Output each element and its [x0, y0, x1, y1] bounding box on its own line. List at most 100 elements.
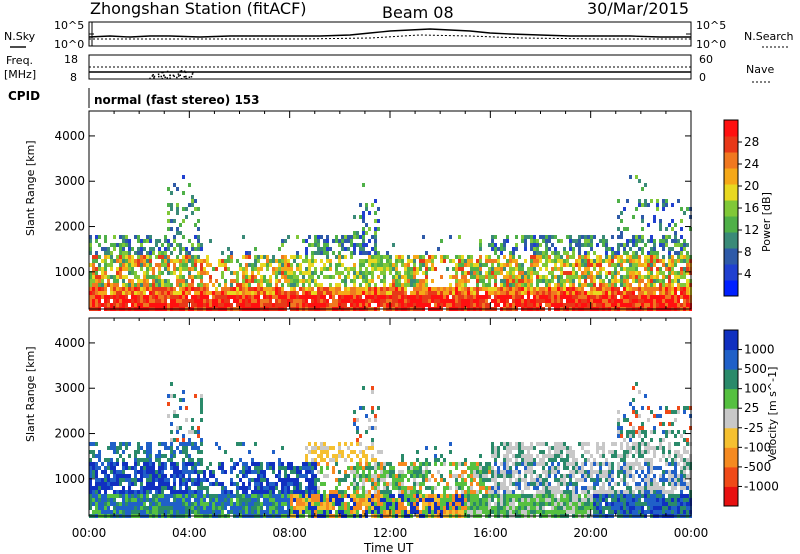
velocity-cell	[479, 502, 482, 506]
velocity-cell	[380, 502, 383, 506]
velocity-cell	[197, 434, 200, 438]
power-cell	[143, 283, 146, 287]
velocity-cell	[509, 458, 512, 462]
power-cell	[242, 291, 245, 295]
velocity-cell	[461, 490, 464, 494]
power-cell	[626, 271, 629, 275]
power-cell	[182, 267, 185, 271]
power-cell	[455, 299, 458, 303]
velocity-cell	[434, 498, 437, 502]
power-cell	[185, 215, 188, 219]
velocity-cell	[221, 482, 224, 486]
power-cell	[521, 299, 524, 303]
power-cell	[344, 287, 347, 291]
power-cell	[326, 247, 329, 251]
velocity-cell	[305, 446, 308, 450]
velocity-cell	[290, 482, 293, 486]
velocity-cell	[317, 502, 320, 506]
velocity-cell	[185, 502, 188, 506]
velocity-cell	[545, 454, 548, 458]
velocity-cell	[119, 474, 122, 478]
velocity-cell	[176, 494, 179, 498]
velocity-cell	[272, 506, 275, 510]
velocity-cell	[149, 458, 152, 462]
velocity-cell	[506, 510, 509, 514]
velocity-cell	[338, 442, 341, 446]
velocity-heatmap	[89, 382, 692, 518]
power-cell	[224, 287, 227, 291]
velocity-cell	[188, 506, 191, 510]
power-cell	[491, 287, 494, 291]
velocity-cell	[92, 454, 95, 458]
power-cell	[89, 299, 92, 303]
power-cell	[653, 299, 656, 303]
power-cell	[368, 271, 371, 275]
power-cell	[626, 279, 629, 283]
velocity-cell	[260, 462, 263, 466]
velocity-cell	[122, 494, 125, 498]
velocity-cell	[479, 506, 482, 510]
velocity-cell	[446, 486, 449, 490]
power-cell	[110, 251, 113, 255]
power-cell	[623, 243, 626, 247]
power-cell	[605, 303, 608, 307]
power-cell	[608, 287, 611, 291]
power-cell	[578, 263, 581, 267]
power-cell	[665, 299, 668, 303]
velocity-cell	[392, 482, 395, 486]
velocity-cell	[506, 442, 509, 446]
power-cell	[299, 263, 302, 267]
power-cell	[167, 283, 170, 287]
velocity-cell	[221, 498, 224, 502]
velocity-cell	[503, 510, 506, 514]
velocity-cell	[260, 474, 263, 478]
power-cell	[179, 223, 182, 227]
power-cell	[227, 291, 230, 295]
velocity-cell	[134, 502, 137, 506]
power-cell	[362, 275, 365, 279]
velocity-cell	[164, 498, 167, 502]
velocity-cell	[221, 470, 224, 474]
velocity-cell	[503, 490, 506, 494]
freq-dot	[192, 71, 194, 74]
velocity-cell	[284, 490, 287, 494]
power-cell	[368, 295, 371, 299]
power-cell	[164, 263, 167, 267]
power-cell	[524, 271, 527, 275]
velocity-cell	[416, 470, 419, 474]
velocity-cell	[380, 466, 383, 470]
power-cell	[260, 287, 263, 291]
power-cell	[401, 299, 404, 303]
velocity-cell	[482, 502, 485, 506]
power-cell	[548, 279, 551, 283]
power-cell	[545, 303, 548, 307]
velocity-cell	[383, 490, 386, 494]
velocity-cell	[191, 510, 194, 514]
velocity-cell	[185, 498, 188, 502]
power-cell	[113, 275, 116, 279]
velocity-cell	[215, 502, 218, 506]
velocity-cell	[191, 506, 194, 510]
power-cell	[533, 235, 536, 239]
velocity-cell	[263, 494, 266, 498]
velocity-cell	[425, 470, 428, 474]
velocity-cell	[533, 446, 536, 450]
velocity-cell	[104, 466, 107, 470]
power-cell	[563, 295, 566, 299]
power-cell	[467, 291, 470, 295]
power-cell	[521, 275, 524, 279]
power-cell	[179, 247, 182, 251]
power-cell	[119, 303, 122, 307]
velocity-cell	[311, 506, 314, 510]
velocity-cell	[284, 478, 287, 482]
velocity-cell	[182, 438, 185, 442]
velocity-cell	[425, 498, 428, 502]
power-cell	[173, 239, 176, 243]
power-cell	[161, 255, 164, 259]
velocity-cell	[356, 442, 359, 446]
power-cell	[584, 295, 587, 299]
power-cell	[566, 303, 569, 307]
velocity-cell	[482, 482, 485, 486]
velocity-cell	[116, 446, 119, 450]
power-cell	[668, 275, 671, 279]
